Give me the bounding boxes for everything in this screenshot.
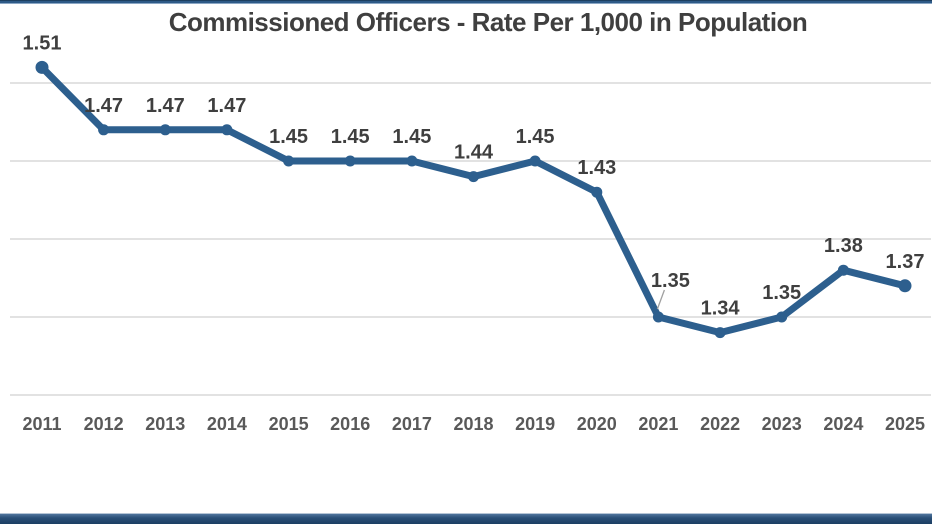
x-tick-2023: 2023: [762, 414, 802, 434]
data-label-2020: 1.43: [577, 157, 616, 179]
data-point-2014: [221, 124, 233, 136]
data-label-2022: 1.34: [701, 298, 741, 320]
data-point-2019: [529, 155, 541, 167]
data-label-2023: 1.35: [762, 282, 801, 304]
data-label-2021: 1.35: [651, 270, 690, 292]
x-tick-2022: 2022: [700, 414, 740, 434]
x-tick-2013: 2013: [145, 414, 185, 434]
bottom-bar: [0, 513, 932, 524]
data-label-2014: 1.47: [207, 95, 246, 117]
chart-title: Commissioned Officers - Rate Per 1,000 i…: [168, 7, 808, 37]
data-point-2013: [159, 124, 171, 136]
data-label-2025: 1.37: [886, 251, 925, 273]
data-label-2013: 1.47: [146, 95, 185, 117]
x-tick-2016: 2016: [330, 414, 370, 434]
data-label-2018: 1.44: [454, 142, 494, 164]
x-tick-2019: 2019: [515, 414, 555, 434]
x-tick-2012: 2012: [84, 414, 124, 434]
data-point-2023: [776, 311, 788, 323]
x-tick-2025: 2025: [885, 414, 925, 434]
data-point-2015: [283, 155, 295, 167]
data-label-2019: 1.45: [516, 126, 555, 148]
data-point-2021: [652, 311, 664, 323]
data-point-2012: [98, 124, 110, 136]
x-tick-2017: 2017: [392, 414, 432, 434]
data-label-2011: 1.51: [23, 32, 62, 54]
data-point-2017: [406, 155, 418, 167]
data-point-2011: [35, 60, 49, 74]
x-tick-2020: 2020: [577, 414, 617, 434]
x-tick-2014: 2014: [207, 414, 247, 434]
data-label-2016: 1.45: [331, 126, 370, 148]
data-point-2020: [591, 186, 603, 198]
data-point-2024: [837, 264, 849, 276]
data-label-2017: 1.45: [392, 126, 431, 148]
data-point-2022: [714, 327, 726, 339]
top-border: [0, 0, 932, 4]
data-point-2025: [898, 279, 912, 293]
leader-line: [656, 289, 666, 310]
data-label-2012: 1.47: [84, 95, 123, 117]
x-tick-2021: 2021: [638, 414, 678, 434]
x-tick-2024: 2024: [823, 414, 863, 434]
data-point-2016: [344, 155, 356, 167]
data-label-2015: 1.45: [269, 126, 308, 148]
data-label-2024: 1.38: [824, 235, 863, 257]
x-tick-2018: 2018: [453, 414, 493, 434]
x-tick-2015: 2015: [269, 414, 309, 434]
data-point-2018: [468, 171, 479, 183]
x-tick-2011: 2011: [22, 414, 61, 434]
